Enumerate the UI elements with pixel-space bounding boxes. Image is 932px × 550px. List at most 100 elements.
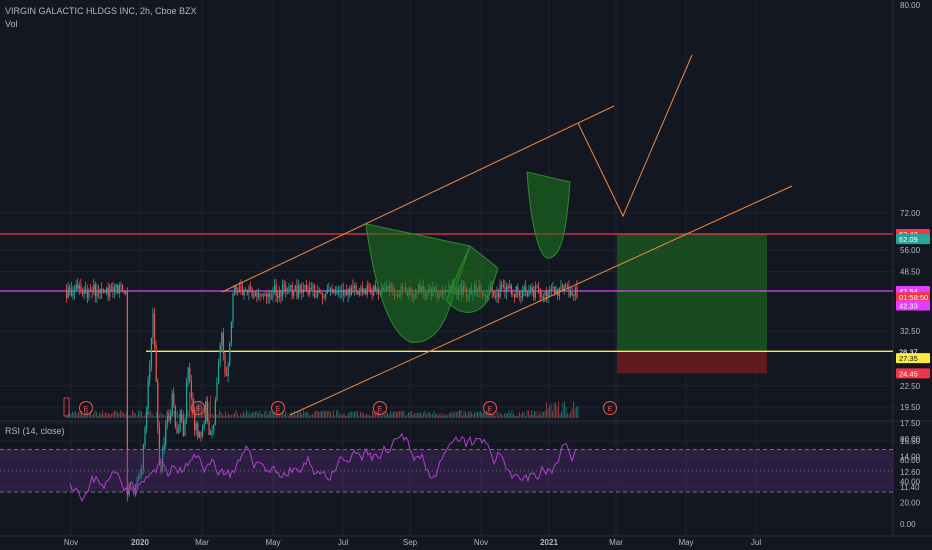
volume-bar bbox=[222, 413, 223, 418]
candle bbox=[72, 292, 74, 296]
volume-bar bbox=[537, 415, 538, 418]
candle bbox=[366, 285, 368, 295]
volume-bar bbox=[381, 415, 382, 418]
volume-bar bbox=[177, 411, 178, 418]
candle bbox=[307, 290, 309, 294]
volume-bar bbox=[297, 412, 298, 418]
volume-bar bbox=[172, 410, 174, 418]
volume-bar bbox=[493, 413, 495, 418]
volume-bar bbox=[526, 410, 528, 418]
volume-bar bbox=[82, 415, 84, 418]
candle bbox=[216, 382, 218, 400]
volume-bar bbox=[513, 413, 514, 418]
price-tag-label: 42.33 bbox=[899, 301, 918, 310]
candle bbox=[186, 380, 188, 419]
volume-bar bbox=[492, 414, 493, 418]
volume-bar bbox=[420, 411, 421, 418]
price-tag-label: 62.09 bbox=[899, 235, 918, 244]
volume-bar bbox=[391, 413, 393, 418]
volume-bar bbox=[247, 412, 249, 418]
volume-bar bbox=[139, 410, 141, 418]
volume-bar bbox=[423, 412, 424, 418]
candle bbox=[235, 286, 237, 292]
candle bbox=[571, 292, 573, 295]
volume-bar bbox=[265, 410, 267, 418]
candle bbox=[499, 284, 501, 297]
candle bbox=[530, 287, 532, 292]
cup-pattern-2 bbox=[526, 171, 571, 259]
volume-bar bbox=[294, 410, 295, 418]
candle bbox=[259, 293, 261, 295]
candle bbox=[517, 286, 519, 291]
candle bbox=[357, 292, 359, 295]
volume-bar bbox=[178, 414, 180, 418]
earnings-marker bbox=[373, 401, 387, 415]
volume-bar bbox=[375, 413, 376, 418]
volume-bar bbox=[534, 410, 535, 418]
volume-bar bbox=[253, 412, 255, 418]
candle bbox=[352, 286, 354, 289]
volume-bar bbox=[193, 398, 195, 418]
volume-bar bbox=[90, 410, 91, 418]
candle bbox=[136, 481, 138, 485]
volume-bar bbox=[390, 410, 391, 418]
candle bbox=[336, 292, 338, 294]
volume-bar bbox=[243, 411, 244, 418]
candle bbox=[104, 292, 106, 294]
candle bbox=[496, 293, 498, 298]
candle bbox=[208, 420, 210, 435]
candle bbox=[360, 287, 362, 292]
candle bbox=[203, 423, 205, 428]
volume-bar bbox=[334, 415, 336, 418]
volume-bar bbox=[340, 413, 342, 418]
rsi-label: RSI (14, close) bbox=[5, 426, 65, 436]
candle bbox=[370, 288, 372, 293]
volume-bar bbox=[540, 414, 541, 418]
volume-bar bbox=[204, 404, 205, 418]
volume-bar bbox=[313, 412, 315, 418]
candle bbox=[75, 284, 77, 290]
candle bbox=[206, 401, 208, 421]
candle bbox=[163, 443, 165, 452]
volume-bar bbox=[379, 412, 381, 418]
volume-bar bbox=[393, 411, 394, 418]
candle bbox=[83, 288, 85, 294]
candle bbox=[174, 405, 176, 427]
candle bbox=[254, 291, 256, 297]
volume-bar bbox=[171, 415, 172, 418]
price-tag bbox=[896, 234, 930, 245]
candle bbox=[210, 431, 212, 435]
volume-bar bbox=[306, 411, 307, 418]
volume-bar bbox=[270, 410, 271, 418]
candle bbox=[550, 288, 552, 292]
volume-bar bbox=[142, 415, 144, 418]
volume-bar bbox=[438, 415, 439, 418]
volume-bar bbox=[424, 410, 426, 418]
volume-bar bbox=[520, 414, 522, 418]
volume-bar bbox=[93, 413, 94, 418]
volume-bar bbox=[396, 411, 397, 418]
volume-bar bbox=[471, 412, 472, 418]
volume-bar bbox=[256, 410, 258, 418]
volume-bar bbox=[106, 412, 108, 418]
candle bbox=[291, 285, 293, 296]
candle bbox=[162, 451, 164, 471]
volume-bar bbox=[135, 413, 136, 418]
candle bbox=[168, 415, 170, 421]
handle-pattern-1 bbox=[445, 245, 499, 313]
candle bbox=[520, 296, 522, 298]
candle bbox=[261, 293, 263, 296]
candle bbox=[227, 364, 229, 377]
volume-bar bbox=[406, 414, 408, 418]
candle bbox=[88, 289, 90, 298]
rsi-axis-label: 60.00 bbox=[900, 456, 921, 465]
volume-bar bbox=[429, 412, 430, 418]
volume-bar bbox=[315, 411, 316, 418]
candle bbox=[182, 420, 184, 436]
volume-bar bbox=[261, 413, 262, 418]
candle bbox=[205, 401, 207, 424]
candle bbox=[491, 285, 493, 292]
volume-bar bbox=[523, 412, 525, 418]
